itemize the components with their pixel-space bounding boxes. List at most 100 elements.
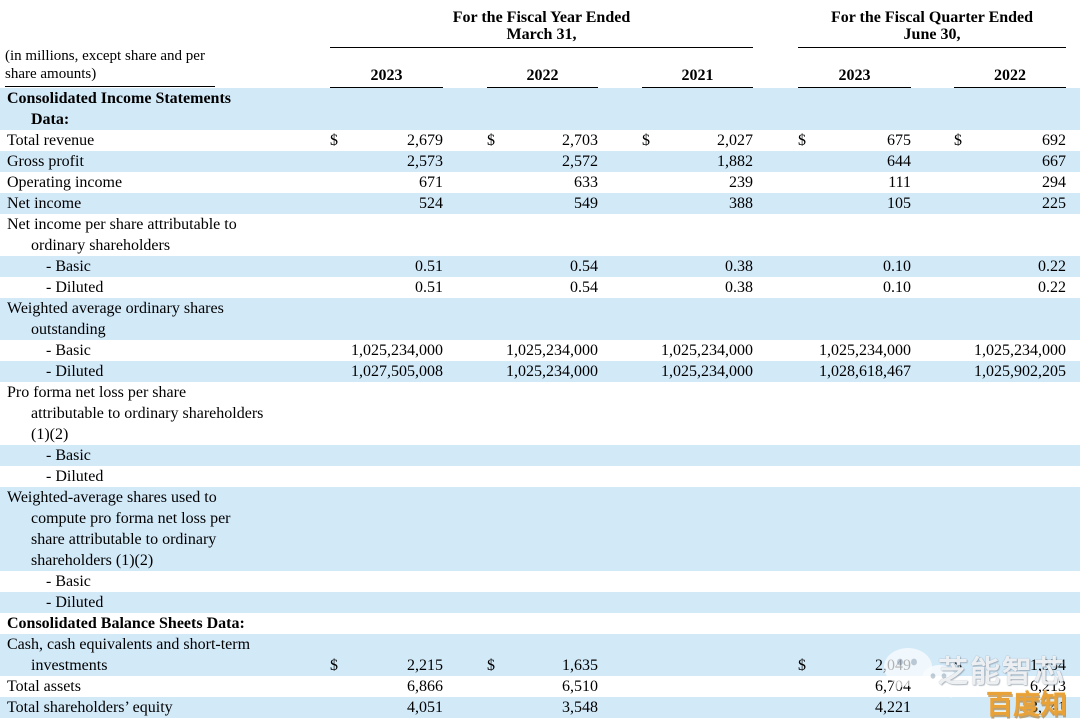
cell-value: 2,215	[407, 657, 443, 674]
cell-value: 239	[729, 174, 753, 191]
year-label: 2021	[642, 67, 753, 88]
cell-value: 0.22	[1038, 279, 1066, 296]
cell-value: 1,025,234,000	[819, 342, 911, 359]
cell-value: 1,025,234,000	[661, 363, 753, 380]
cell-value: 2,573	[407, 153, 443, 170]
value-cell: $2,027	[612, 130, 767, 151]
value-cell: 6,213	[925, 676, 1080, 697]
fiscal-year-title-line1: For the Fiscal Year Ended	[452, 9, 631, 26]
cell-value: 3,548	[562, 699, 598, 716]
cell-value: 1,025,234,000	[661, 342, 753, 359]
cell-value: 1,354	[1030, 657, 1066, 674]
row-label: - Basic	[46, 342, 91, 359]
row-label: Total assets	[7, 678, 81, 695]
value-cell: 1,025,234,000	[457, 340, 612, 361]
cell-value: 0.10	[883, 258, 911, 275]
cell-value: 4,221	[875, 699, 911, 716]
value-cell: 0.54	[457, 277, 612, 298]
dollar-sign: $	[798, 132, 806, 149]
fiscal-quarter-group-title: For the Fiscal Quarter Ended June 30,	[798, 0, 1066, 43]
value-cell: 0.22	[925, 277, 1080, 298]
fiscal-year-year-row: 2023 2022 2021	[322, 67, 767, 88]
value-cell: $2,679	[322, 130, 457, 151]
dollar-sign: $	[954, 132, 962, 149]
cell-value: 388	[729, 195, 753, 212]
fiscal-quarter-title-line1: For the Fiscal Quarter Ended	[830, 9, 1034, 26]
year-label: 2023	[330, 67, 443, 88]
row-label: Operating income	[7, 174, 123, 191]
cell-value: 0.22	[1038, 258, 1066, 275]
dollar-sign: $	[642, 132, 650, 149]
value-cell: 644	[767, 151, 925, 172]
cell-value: 6,866	[407, 678, 443, 695]
table-row: Consolidated Income Statements Data:	[0, 88, 1080, 130]
value-cell: 4,221	[767, 697, 925, 718]
wechat-logo-icon	[884, 648, 956, 698]
row-label: Cash, cash equivalents and short-term inv…	[7, 636, 251, 674]
dollar-sign: $	[330, 132, 338, 149]
row-label: Consolidated Income Statements Data:	[7, 90, 231, 128]
cell-value: 4,051	[407, 699, 443, 716]
row-label: Total revenue	[7, 132, 95, 149]
cell-value: 671	[419, 174, 443, 191]
value-cell: $2,703	[457, 130, 612, 151]
year-label: 2023	[798, 67, 911, 88]
cell-value: 225	[1042, 195, 1066, 212]
cell-value: 675	[887, 132, 911, 149]
table-row: - Basic 1,025,234,000 1,025,234,000 1,025,2…	[0, 340, 1080, 361]
cell-value: 3,741	[1030, 699, 1066, 716]
value-cell: 1,025,234,000	[322, 340, 457, 361]
value-cell: 6,866	[322, 676, 457, 697]
cell-value: 105	[887, 195, 911, 212]
value-cell: 6,510	[457, 676, 612, 697]
value-cell: 667	[925, 151, 1080, 172]
value-cell: 0.10	[767, 277, 925, 298]
row-label: - Diluted	[46, 594, 104, 611]
units-note-line2: share amounts)	[5, 66, 97, 82]
row-label: - Basic	[46, 447, 91, 464]
value-cell: 2,572	[457, 151, 612, 172]
cell-value: 667	[1042, 153, 1066, 170]
table-body: Consolidated Income Statements Data: Total…	[0, 88, 1080, 718]
table-row: Weighted-average shares used to compute p…	[0, 487, 1080, 571]
table-row: Total revenue $2,679 $2,703 $2,027 $675 $692	[0, 130, 1080, 151]
value-cell: $692	[925, 130, 1080, 151]
value-cell: 0.10	[767, 256, 925, 277]
value-cell: 4,051	[322, 697, 457, 718]
table-row: Net income per share attributable to ordi…	[0, 214, 1080, 256]
cell-value: 6,510	[562, 678, 598, 695]
cell-value: 0.51	[415, 258, 443, 275]
value-cell: 1,882	[612, 151, 767, 172]
table-row: - Diluted	[0, 592, 1080, 613]
cell-value: 0.54	[570, 258, 598, 275]
value-cell: 0.51	[322, 277, 457, 298]
value-cell: 0.22	[925, 256, 1080, 277]
table-row: Weighted average ordinary shares outstand…	[0, 298, 1080, 340]
value-cell: 633	[457, 172, 612, 193]
row-label: Weighted average ordinary shares outstand…	[7, 300, 224, 338]
header-label-column: (in millions, except share and per share…	[0, 0, 322, 88]
row-label: Pro forma net loss per share attributable…	[7, 384, 264, 443]
table-row: - Basic	[0, 571, 1080, 592]
table-row: Pro forma net loss per share attributable…	[0, 382, 1080, 445]
cell-value: 6,213	[1030, 678, 1066, 695]
cell-value: 2,027	[717, 132, 753, 149]
cell-value: 644	[887, 153, 911, 170]
table-row: Total shareholders’ equity 4,051 3,548 4,22…	[0, 697, 1080, 718]
cell-value: 633	[574, 174, 598, 191]
units-note-line1: (in millions, except share and per	[5, 48, 205, 64]
cell-value: 1,025,234,000	[974, 342, 1066, 359]
table-row: Consolidated Balance Sheets Data:	[0, 613, 1080, 634]
table-row: - Diluted 0.51 0.54 0.38 0.10 0.22	[0, 277, 1080, 298]
fiscal-year-column-group: For the Fiscal Year Ended March 31, 2023…	[322, 0, 767, 88]
row-label: - Diluted	[46, 468, 104, 485]
year-header-q2022: 2022	[925, 67, 1080, 88]
cell-value: 1,882	[717, 153, 753, 170]
cell-value: 1,025,234,000	[351, 342, 443, 359]
table-row: Net income 524 549 388 105 225	[0, 193, 1080, 214]
table-row: - Basic	[0, 445, 1080, 466]
value-cell: 294	[925, 172, 1080, 193]
table-header: (in millions, except share and per share…	[0, 0, 1080, 88]
dollar-sign: $	[798, 657, 806, 674]
